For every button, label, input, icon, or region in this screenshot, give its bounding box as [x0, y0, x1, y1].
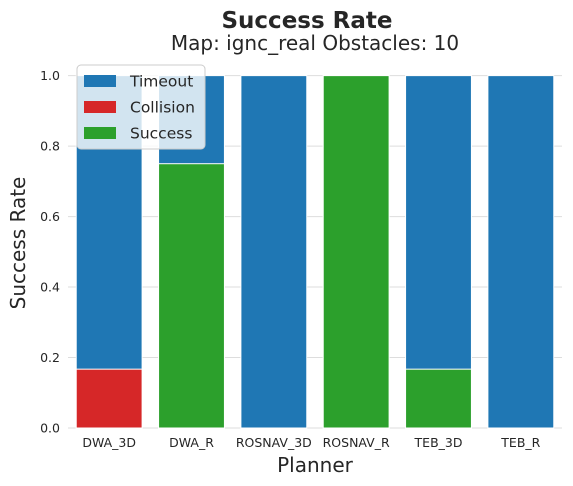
- x-tick-labels: DWA_3D DWA_R ROSNAV_3D ROSNAV_R TEB_3D TEB_R: [82, 435, 540, 450]
- legend-swatch-timeout: [84, 75, 116, 87]
- chart-subtitle: Map: ignc_real Obstacles: 10: [171, 31, 459, 55]
- x-tick-label: DWA_R: [169, 435, 214, 450]
- y-axis-label: Success Rate: [6, 177, 30, 310]
- y-tick-label: 1.0: [40, 68, 60, 83]
- x-tick-label: ROSNAV_3D: [236, 435, 312, 450]
- y-tick-label: 0.8: [40, 139, 60, 154]
- bar-collision-dwa_3d: [75, 368, 143, 429]
- legend: Timeout Collision Success: [76, 64, 206, 150]
- legend-label-collision: Collision: [130, 99, 195, 117]
- bar-success-rosnav_r: [322, 75, 390, 429]
- x-tick-label: DWA_3D: [82, 435, 136, 450]
- x-tick-label: ROSNAV_R: [323, 435, 390, 450]
- legend-label-success: Success: [130, 125, 192, 143]
- x-axis-label: Planner: [277, 453, 354, 477]
- bar-success-dwa_r: [158, 163, 225, 429]
- legend-label-timeout: Timeout: [129, 73, 193, 91]
- y-tick-label: 0.2: [40, 350, 60, 365]
- x-tick-label: TEB_3D: [414, 435, 463, 450]
- y-tick-label: 0.6: [40, 209, 60, 224]
- y-tick-label: 0.4: [40, 280, 60, 295]
- legend-swatch-collision: [84, 101, 116, 113]
- x-tick-label: TEB_R: [500, 435, 540, 450]
- y-tick-labels: 0.0 0.2 0.4 0.6 0.8 1.0: [40, 68, 60, 435]
- bar-success-teb_3d: [405, 368, 472, 429]
- bar-timeout-rosnav_3d: [240, 75, 308, 429]
- y-tick-label: 0.0: [40, 421, 60, 436]
- bar-timeout-teb_r: [487, 75, 555, 429]
- legend-swatch-success: [84, 127, 116, 139]
- chart-title: Success Rate: [221, 8, 392, 34]
